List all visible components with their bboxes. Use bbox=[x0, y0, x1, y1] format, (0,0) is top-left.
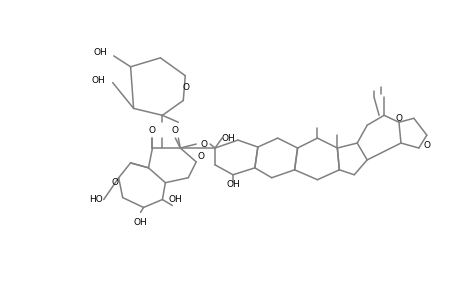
Text: O: O bbox=[112, 178, 118, 187]
Text: O: O bbox=[149, 126, 156, 135]
Text: OH: OH bbox=[134, 218, 147, 227]
Text: OH: OH bbox=[92, 76, 106, 85]
Text: HO: HO bbox=[89, 195, 102, 204]
Text: OH: OH bbox=[94, 48, 107, 57]
Text: OH: OH bbox=[221, 134, 235, 142]
Text: O: O bbox=[197, 152, 204, 161]
Text: O: O bbox=[182, 83, 190, 92]
Text: OH: OH bbox=[168, 195, 182, 204]
Text: O: O bbox=[395, 114, 402, 123]
Text: O: O bbox=[423, 140, 430, 149]
Text: O: O bbox=[172, 126, 179, 135]
Text: OH: OH bbox=[226, 180, 239, 189]
Text: O: O bbox=[200, 140, 207, 148]
